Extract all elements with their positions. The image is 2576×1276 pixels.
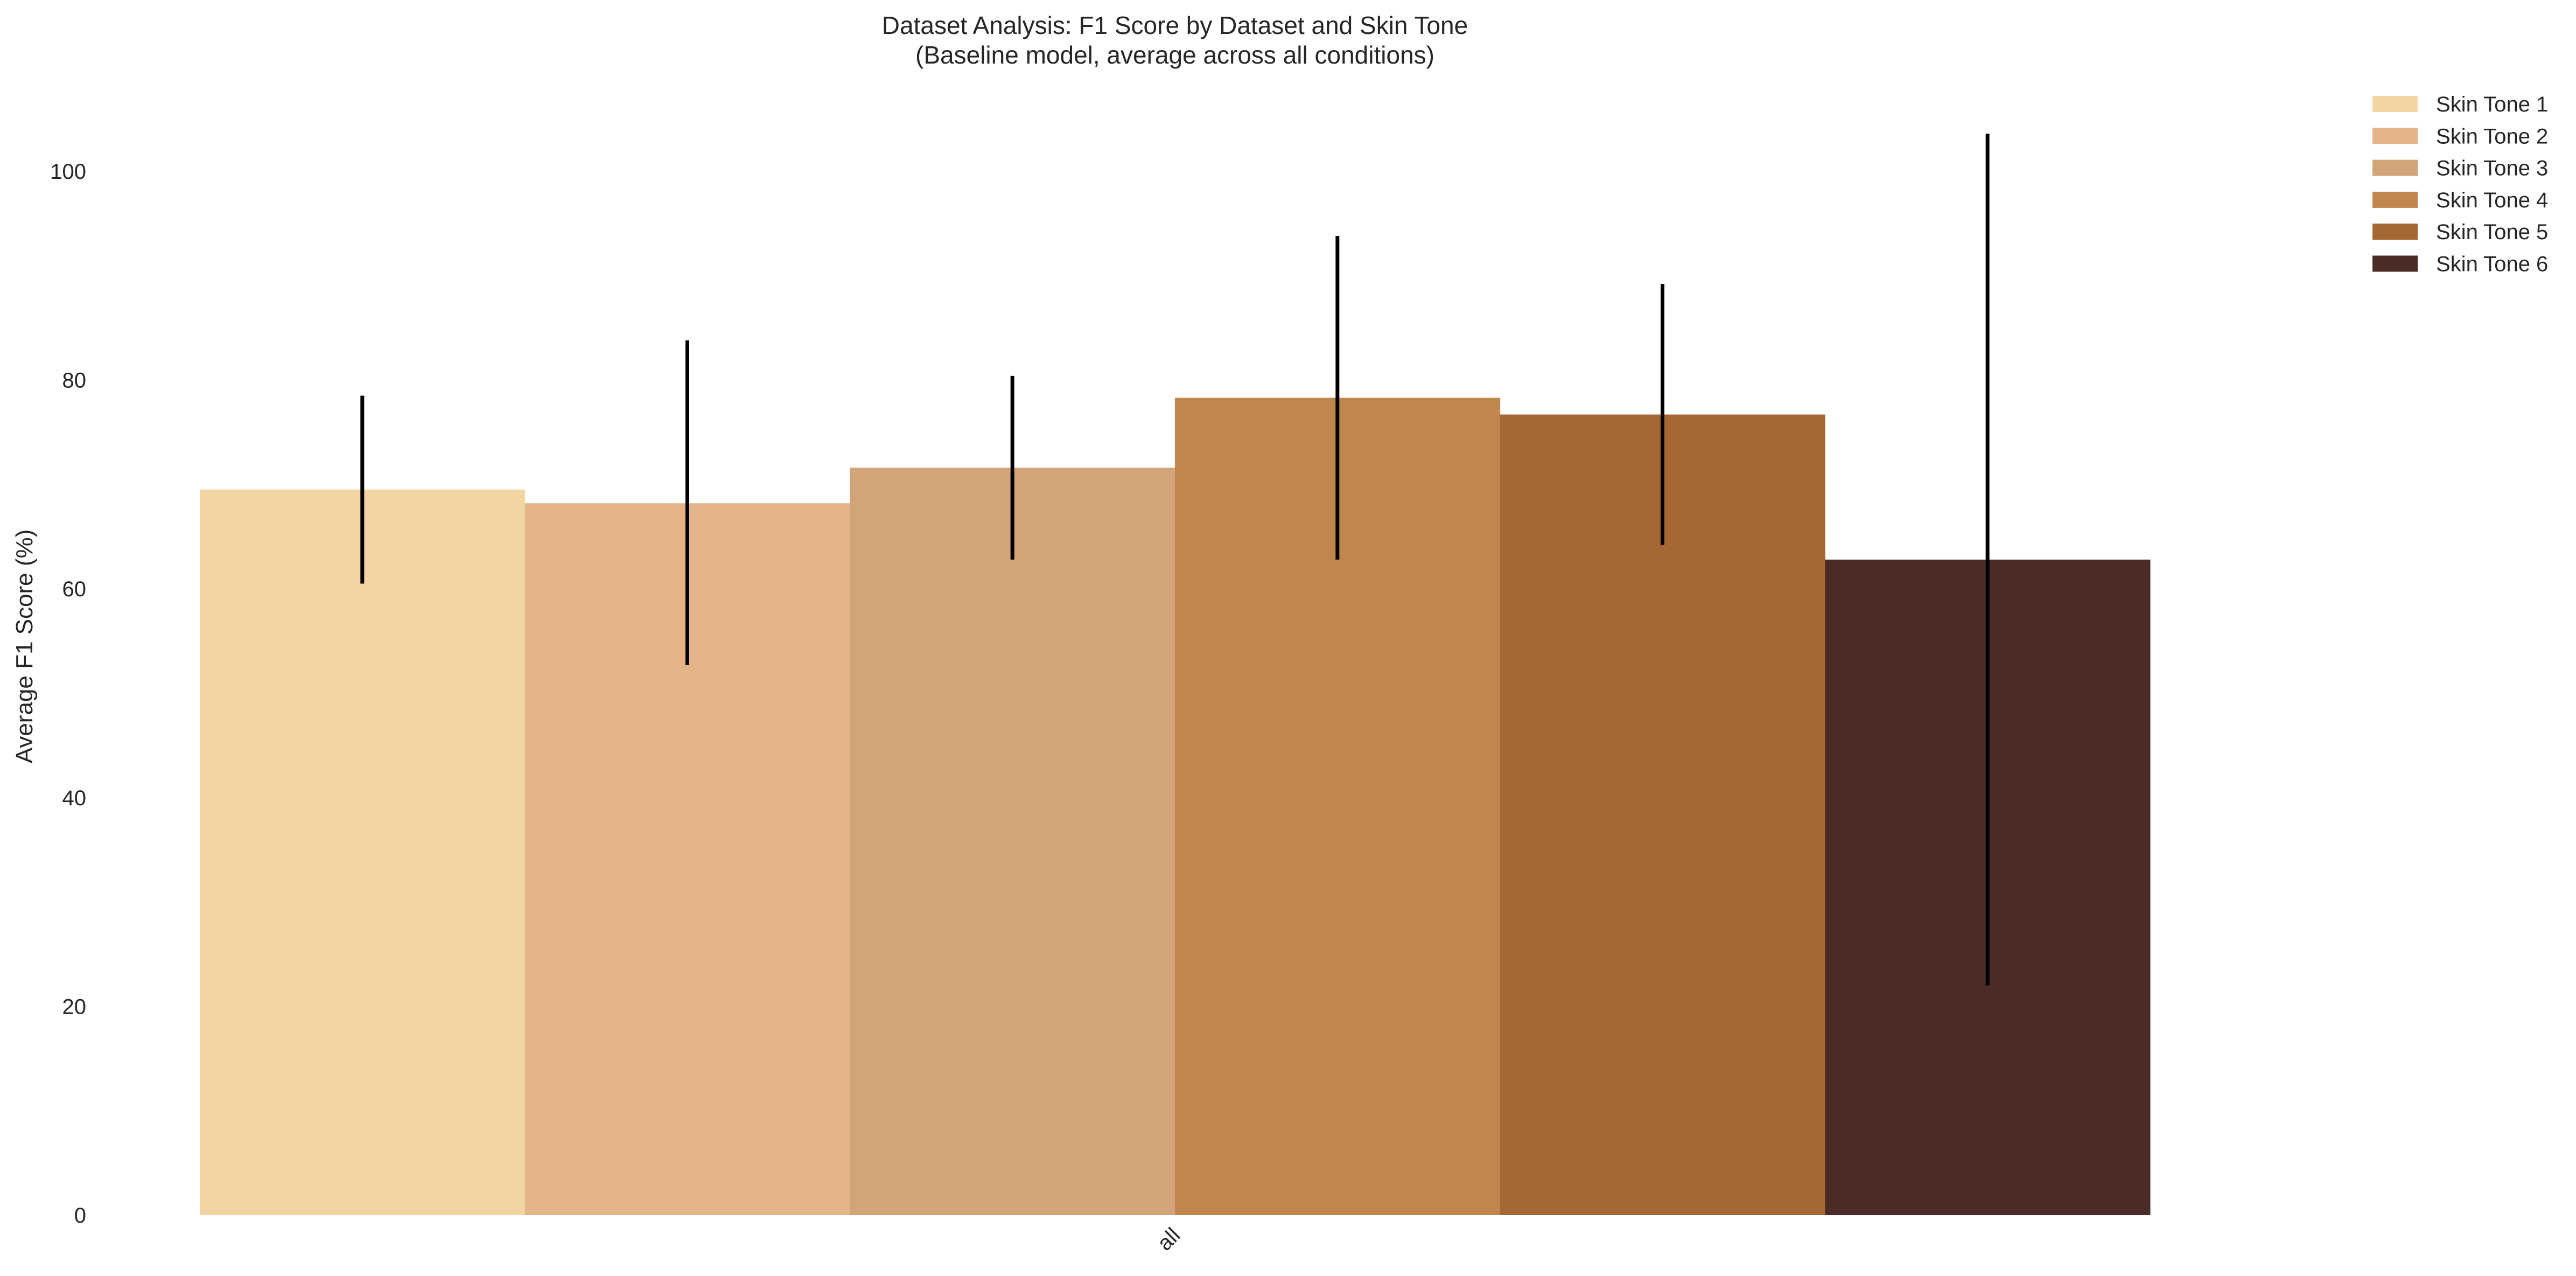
legend-swatch — [2372, 224, 2418, 240]
legend-swatch — [2372, 255, 2418, 272]
legend-label: Skin Tone 1 — [2436, 93, 2548, 116]
legend-label: Skin Tone 2 — [2436, 124, 2548, 148]
bar-skin-tone-5 — [1500, 414, 1825, 1216]
legend-label: Skin Tone 3 — [2436, 157, 2548, 180]
y-axis-label: Average F1 Score (%) — [11, 529, 38, 763]
legend-label: Skin Tone 4 — [2436, 189, 2548, 212]
legend-swatch — [2372, 96, 2418, 112]
y-axis-ticks: 0 20 40 60 80 100 — [50, 160, 86, 1228]
error-bars — [360, 134, 1990, 986]
legend: Skin Tone 1 Skin Tone 2 Skin Tone 3 Skin To… — [2372, 93, 2548, 276]
y-tick-label: 80 — [62, 369, 87, 393]
bar-skin-tone-1 — [200, 490, 526, 1215]
y-tick-label: 40 — [62, 786, 87, 810]
legend-label: Skin Tone 6 — [2436, 253, 2548, 276]
legend-label: Skin Tone 5 — [2436, 220, 2548, 244]
bar-skin-tone-3 — [850, 468, 1175, 1215]
chart-subtitle: (Baseline model, average across all cond… — [915, 41, 1434, 69]
legend-swatch — [2372, 128, 2418, 144]
legend-swatch — [2372, 191, 2418, 208]
y-tick-label: 20 — [62, 995, 87, 1019]
y-tick-label: 0 — [74, 1204, 86, 1228]
chart-title: Dataset Analysis: F1 Score by Dataset an… — [882, 11, 1468, 39]
legend-swatch — [2372, 159, 2418, 176]
y-tick-label: 100 — [50, 160, 86, 184]
y-tick-label: 60 — [62, 577, 87, 601]
